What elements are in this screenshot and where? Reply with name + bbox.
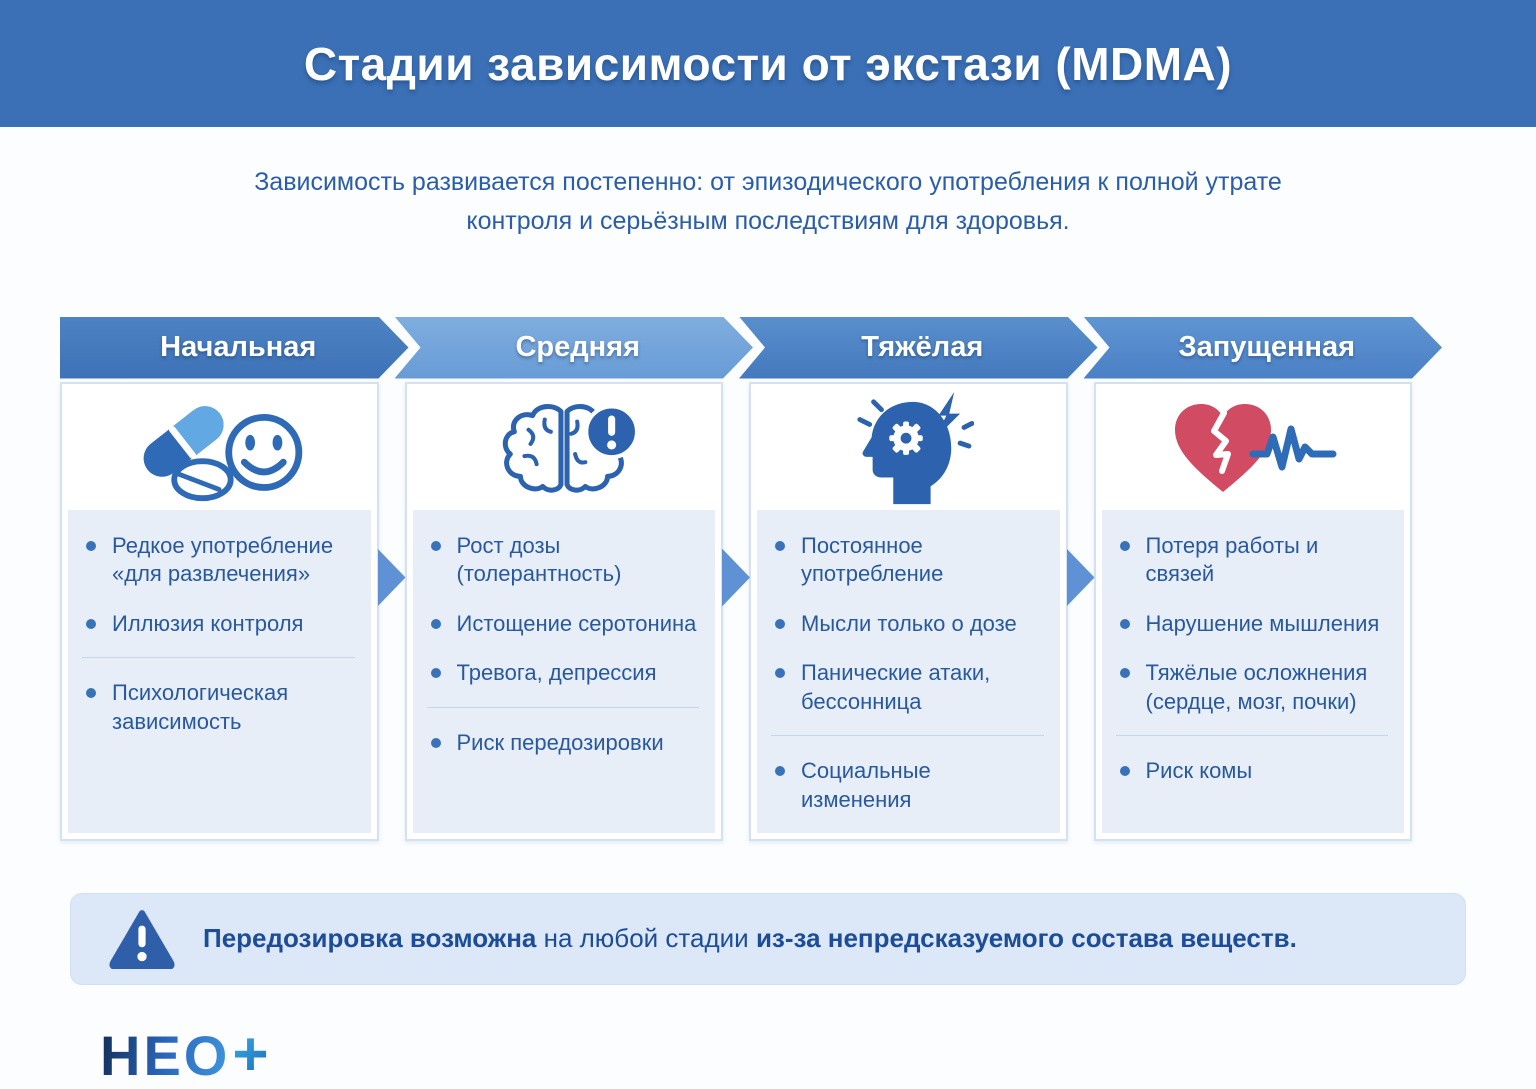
bullet-item: Нарушение мышления xyxy=(1116,610,1389,639)
bullet-item: Мысли только о дозе xyxy=(771,610,1044,639)
bullet-item: Психологическая зависимость xyxy=(82,679,355,736)
bullet-item: Риск передозировки xyxy=(427,729,700,758)
bullet-item: Панические атаки, бессонница xyxy=(771,659,1044,737)
warning-text: Передозировка возможна на любой стадии и… xyxy=(203,923,1297,954)
warning-text-segment: Передозировка возможна xyxy=(203,923,537,954)
bullet-item: Потеря работы и связей xyxy=(1116,532,1389,589)
warning-text-segment: из-за непредсказуемого состава веществ. xyxy=(755,923,1297,954)
stage-card: Постоянное употребление Мысли только о до… xyxy=(749,381,1068,841)
bullet-list: Редкое употребление «для развлечения» Илл… xyxy=(82,532,355,737)
stage-card: Потеря работы и связей Нарушение мышления… xyxy=(1093,381,1412,841)
bullet-item: Социальные изменения xyxy=(771,757,1044,814)
stage-header-arrow: Средняя xyxy=(395,317,754,379)
head-stress-icon xyxy=(857,391,975,504)
stage-icon-area xyxy=(68,390,371,510)
stage-bullet-panel: Потеря работы и связей Нарушение мышления… xyxy=(1101,509,1404,833)
stage-bullet-panel: Рост дозы (толерантность) Истощение серот… xyxy=(412,509,715,833)
logo-plus-icon: + xyxy=(232,1020,269,1089)
stage-icon-area xyxy=(757,390,1060,510)
subtitle: Зависимость развивается постепенно: от э… xyxy=(254,168,1282,235)
next-stage-arrow-icon xyxy=(377,548,406,607)
logo: НЕО + xyxy=(100,1023,1536,1088)
page-title: Стадии зависимости от экстази (MDMA) xyxy=(303,37,1233,90)
warning-text-segment: на любой стадии xyxy=(536,923,756,954)
stage-header-arrow: Начальная xyxy=(60,317,409,379)
stage-icon-area xyxy=(413,390,716,510)
bullet-item: Постоянное употребление xyxy=(771,532,1044,589)
stage-card: Рост дозы (толерантность) Истощение серот… xyxy=(404,381,723,841)
stage-bullet-panel: Редкое употребление «для развлечения» Илл… xyxy=(68,509,371,833)
bullet-item: Тревога, депрессия xyxy=(426,659,699,708)
logo-text: НЕО xyxy=(100,1023,231,1087)
next-stage-arrow-icon xyxy=(1066,548,1095,607)
bullet-item: Тяжёлые осложнения (сердце, мозг, почки) xyxy=(1115,659,1388,737)
bullet-item: Риск комы xyxy=(1116,757,1389,786)
stage-bullet-panel: Постоянное употребление Мысли только о до… xyxy=(757,509,1060,833)
stage-column: Начальная xyxy=(60,317,379,841)
bullet-list: Постоянное употребление Мысли только о до… xyxy=(771,532,1044,815)
bullet-item: Иллюзия контроля xyxy=(82,610,355,659)
stage-label: Средняя xyxy=(515,331,641,363)
bullet-list: Рост дозы (толерантность) Истощение серот… xyxy=(426,532,700,758)
stage-header-arrow: Тяжёлая xyxy=(739,317,1098,379)
stage-label: Начальная xyxy=(160,331,317,363)
brain-alert-icon xyxy=(502,403,639,493)
pills-smiley-icon xyxy=(143,405,303,501)
stage-column: Тяжёлая xyxy=(749,317,1068,841)
stage-label: Запущенная xyxy=(1178,331,1356,363)
stages-grid: Начальная xyxy=(60,317,1412,841)
stage-column: Запущенная Потеря работы и связей Нарушен… xyxy=(1094,317,1413,841)
warning-banner: Передозировка возможна на любой стадии и… xyxy=(70,892,1466,985)
stage-icon-area xyxy=(1102,390,1405,510)
bullet-item: Редкое употребление «для развлечения» xyxy=(82,532,355,589)
stage-column: Средняя Рост дозы (толерантность) Истощен… xyxy=(405,317,724,841)
broken-heart-ekg-icon xyxy=(1175,404,1337,492)
next-stage-arrow-icon xyxy=(722,548,750,607)
bullet-item: Истощение серотонина xyxy=(427,610,700,639)
warning-triangle-icon xyxy=(109,909,175,969)
bullet-item: Рост дозы (толерантность) xyxy=(427,532,700,589)
header-band: Стадии зависимости от экстази (MDMA) xyxy=(0,0,1536,127)
stage-label: Тяжёлая xyxy=(861,331,984,363)
stage-card: Редкое употребление «для развлечения» Илл… xyxy=(60,381,379,841)
bullet-list: Потеря работы и связей Нарушение мышления… xyxy=(1115,532,1389,787)
stage-header-arrow: Запущенная xyxy=(1084,317,1443,379)
